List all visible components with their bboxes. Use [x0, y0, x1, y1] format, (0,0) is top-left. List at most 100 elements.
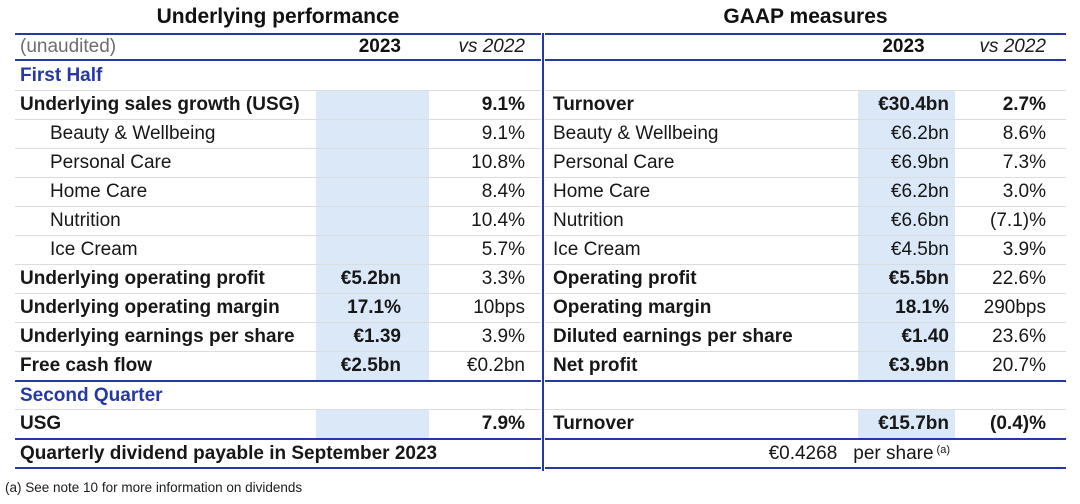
table-row: Nutrition 10.4%	[15, 206, 541, 235]
value-2023: €2.5bn	[316, 352, 429, 380]
table-row: Personal Care 10.8%	[15, 148, 541, 177]
value-vs-2022: 290bps	[983, 297, 1046, 318]
table-row: Free cash flow €2.5bn €0.2bn	[15, 351, 541, 380]
row-label: Beauty & Wellbeing	[50, 123, 216, 144]
value-2023: €3.9bn	[858, 352, 955, 380]
table-row: Underlying operating profit €5.2bn 3.3%	[15, 264, 541, 293]
table-row: Operating margin 18.1% 290bps	[545, 293, 1066, 322]
value-2023: €1.39	[316, 323, 429, 351]
footnote-ref: (a)	[936, 443, 950, 456]
gaap-measures-section: GAAP measures 2023 vs 2022 Turnover €30.4…	[545, 0, 1066, 469]
table-body: Turnover €30.4bn 2.7% Beauty & Wellbeing €6.…	[545, 61, 1066, 467]
row-label: Net profit	[553, 355, 638, 376]
table-row: Beauty & Wellbeing €6.2bn 8.6%	[545, 119, 1066, 148]
row-label: Personal Care	[553, 152, 675, 173]
row-label: Turnover	[553, 413, 634, 434]
dividend-value: €0.4268 per share (a)	[545, 440, 1066, 467]
table-header-row: (unaudited) 2023 vs 2022	[15, 35, 541, 61]
value-2023	[316, 120, 429, 148]
section-header-row: Second Quarter	[15, 380, 541, 409]
row-label: Nutrition	[50, 210, 121, 231]
table-row: Underlying operating margin 17.1% 10bps	[15, 293, 541, 322]
dividend-row: Quarterly dividend payable in September …	[15, 438, 541, 467]
row-label: Nutrition	[553, 210, 624, 231]
value-2023: €6.2bn	[858, 178, 955, 206]
table-row: Underlying sales growth (USG) 9.1%	[15, 90, 541, 119]
section-header-row: First Half	[15, 61, 541, 90]
column-header-2023: 2023	[882, 36, 925, 57]
row-label: Underlying operating margin	[20, 297, 280, 318]
header-empty-label	[545, 35, 858, 59]
value-vs-2022: 3.9%	[1002, 239, 1046, 260]
gaap-measures-table: 2023 vs 2022 Turnover €30.4bn 2.7% Beauty &…	[545, 33, 1066, 469]
underlying-performance-table: (unaudited) 2023 vs 2022 First Half Under…	[15, 33, 541, 469]
underlying-performance-section: Underlying performance (unaudited) 2023 …	[15, 0, 541, 469]
value-2023: €5.2bn	[316, 265, 429, 293]
value-2023	[316, 236, 429, 264]
column-header-2023: 2023	[358, 36, 401, 57]
row-label: Free cash flow	[20, 355, 152, 376]
value-vs-2022: 3.3%	[481, 268, 525, 289]
value-2023: 18.1%	[858, 294, 955, 322]
value-2023	[316, 410, 429, 438]
table-row: Ice Cream €4.5bn 3.9%	[545, 235, 1066, 264]
value-2023: €6.2bn	[858, 120, 955, 148]
value-2023	[316, 207, 429, 235]
table-body: First Half Underlying sales growth (USG) 9…	[15, 61, 541, 467]
value-vs-2022: 7.9%	[481, 413, 525, 434]
dividend-label: Quarterly dividend payable in September …	[20, 442, 438, 464]
value-vs-2022: (7.1)%	[990, 210, 1046, 231]
value-vs-2022: 8.4%	[481, 181, 525, 202]
spacer-row	[545, 380, 1066, 409]
value-2023: €5.5bn	[858, 265, 955, 293]
value-2023: 17.1%	[316, 294, 429, 322]
row-label: Ice Cream	[50, 239, 138, 260]
dividend-per-share: per share	[853, 442, 934, 464]
value-vs-2022: 7.3%	[1002, 152, 1046, 173]
table-row: Home Care 8.4%	[15, 177, 541, 206]
row-label: Operating profit	[553, 268, 697, 289]
table-row: USG 7.9%	[15, 409, 541, 438]
value-vs-2022: 10.8%	[471, 152, 525, 173]
row-label: Operating margin	[553, 297, 712, 318]
footnote: (a) See note 10 for more information on …	[5, 480, 303, 495]
spacer-row	[545, 61, 1066, 90]
results-tables: Underlying performance (unaudited) 2023 …	[15, 0, 1066, 469]
table-row: Turnover €30.4bn 2.7%	[545, 90, 1066, 119]
table-row: Diluted earnings per share €1.40 23.6%	[545, 322, 1066, 351]
table-row: Net profit €3.9bn 20.7%	[545, 351, 1066, 380]
table-title-underlying: Underlying performance	[156, 4, 400, 28]
dividend-amount: €0.4268	[768, 442, 838, 464]
value-vs-2022: 22.6%	[992, 268, 1046, 289]
value-vs-2022: 10.4%	[471, 210, 525, 231]
table-row: Home Care €6.2bn 3.0%	[545, 177, 1066, 206]
value-vs-2022: (0.4)%	[990, 413, 1046, 434]
value-2023	[316, 91, 429, 119]
value-vs-2022: 5.7%	[481, 239, 525, 260]
table-row: Nutrition €6.6bn (7.1)%	[545, 206, 1066, 235]
table-row: Operating profit €5.5bn 22.6%	[545, 264, 1066, 293]
table-row: Personal Care €6.9bn 7.3%	[545, 148, 1066, 177]
value-vs-2022: 8.6%	[1002, 123, 1046, 144]
value-2023	[316, 178, 429, 206]
value-2023	[316, 149, 429, 177]
value-2023: €15.7bn	[858, 410, 955, 438]
value-2023: €4.5bn	[858, 236, 955, 264]
value-vs-2022: 23.6%	[992, 326, 1046, 347]
row-label: Home Care	[50, 181, 148, 202]
row-label: Turnover	[553, 94, 634, 115]
value-2023: €30.4bn	[858, 91, 955, 119]
value-vs-2022: 2.7%	[1002, 94, 1046, 115]
value-2023: €6.6bn	[858, 207, 955, 235]
section-header: Second Quarter	[20, 384, 163, 406]
value-2023: €6.9bn	[858, 149, 955, 177]
row-label: USG	[20, 413, 62, 434]
vertical-separator-line	[542, 33, 544, 471]
table-row: Ice Cream 5.7%	[15, 235, 541, 264]
row-label: Underlying sales growth (USG)	[20, 94, 300, 115]
table-row: Turnover €15.7bn (0.4)%	[545, 409, 1066, 438]
row-label: Beauty & Wellbeing	[553, 123, 719, 144]
row-label: Ice Cream	[553, 239, 641, 260]
row-label: Underlying operating profit	[20, 268, 265, 289]
